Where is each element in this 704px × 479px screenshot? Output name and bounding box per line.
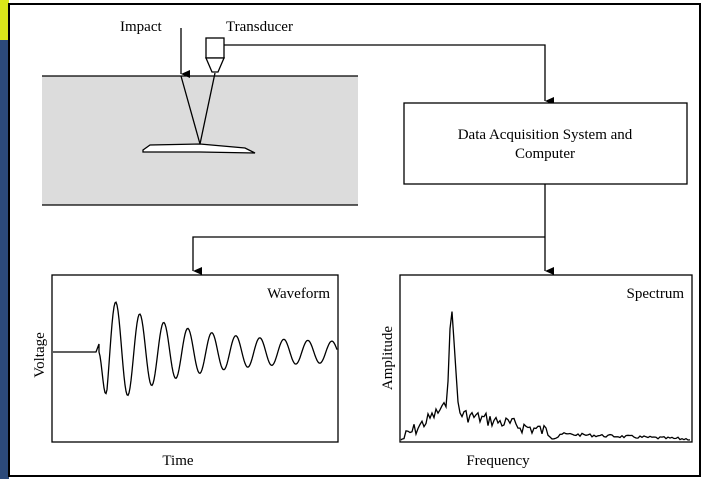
left-strip-top [0,0,9,40]
system-label: Data Acquisition System and [458,127,633,143]
system-label: Computer [515,146,575,162]
left-strip [0,0,9,479]
connector [192,236,545,275]
waveform-title: Waveform [267,286,330,302]
frame [8,3,701,477]
transducer-label: Transducer [226,19,293,35]
cable [224,44,554,105]
voltage-label: Voltage [32,332,48,378]
transducer-tip [205,57,225,73]
spectrum-curve [400,311,691,441]
wave-path [180,72,216,145]
transducer [205,37,225,59]
slab [42,76,358,205]
crack [142,143,256,154]
amplitude-label: Amplitude [380,326,396,391]
spectrum-title: Spectrum [627,286,685,302]
time-label: Time [162,453,193,469]
system-box [403,102,688,185]
waveform-curve [53,301,338,397]
impact-label: Impact [120,19,162,35]
frequency-label: Frequency [466,453,530,469]
